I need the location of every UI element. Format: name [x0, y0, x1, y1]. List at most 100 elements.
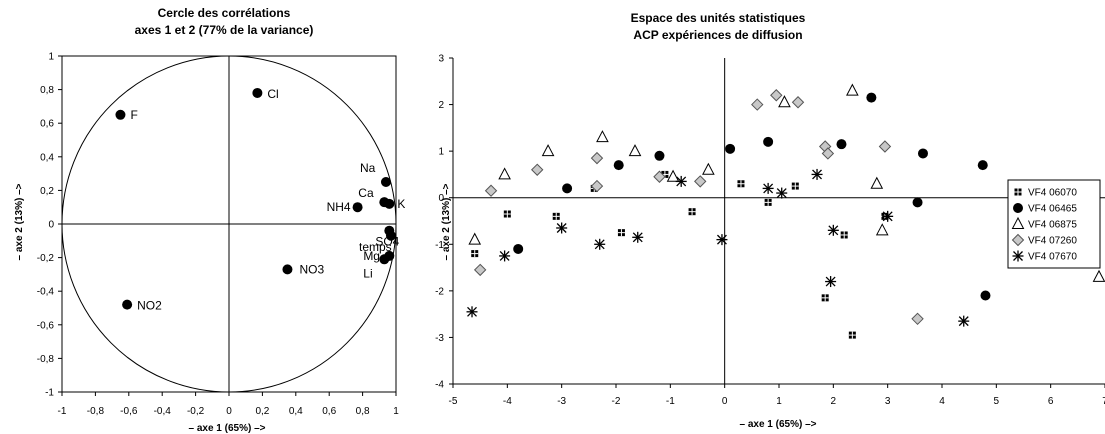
asterisk-a — [499, 250, 510, 261]
chart2-y-tick-label: -1 — [435, 240, 444, 251]
chart1-y-axis-label: – axe 2 (13%) –> — [14, 183, 25, 260]
data-point-asterisk — [958, 315, 970, 327]
chart1-y-tick-label: -0,6 — [37, 320, 55, 331]
variable-label-mg: Mg — [363, 249, 380, 263]
data-point-square-cross — [617, 229, 625, 237]
data-point-asterisk — [825, 276, 837, 288]
triangle-marker — [870, 176, 884, 189]
variable-label-ca: Ca — [358, 186, 374, 200]
square-marker — [840, 231, 848, 239]
triangle-marker — [846, 83, 859, 96]
variable-label-no2: NO2 — [137, 299, 162, 313]
data-point-square-cross — [590, 184, 598, 192]
diamond-marker — [821, 147, 835, 160]
data-point-triangle — [468, 232, 482, 245]
triangle-marker — [498, 167, 511, 180]
asterisk-b — [1013, 251, 1023, 261]
data-point-diamond — [821, 147, 835, 160]
data-point-triangle — [846, 83, 859, 96]
square-marker — [471, 250, 479, 258]
data-point-triangle — [498, 167, 511, 180]
chart2-y-tick-label: -3 — [435, 333, 444, 344]
diamond-marker — [484, 184, 498, 197]
circle-marker — [977, 160, 988, 171]
data-point-square-cross — [661, 170, 669, 178]
data-point-triangle — [778, 95, 791, 108]
chart2-title-line2: ACP expériences de diffusion — [633, 28, 802, 42]
asterisk-b — [632, 232, 643, 243]
chart2-y-tick-label: 1 — [438, 147, 444, 158]
chart2-y-tick-label: -2 — [435, 286, 444, 297]
asterisk-a — [882, 211, 893, 222]
circle-marker — [836, 139, 847, 150]
legend-marker-triangle — [1011, 216, 1025, 229]
chart2-y-tick-label: -4 — [435, 380, 444, 391]
legend-marker-square-cross — [1014, 188, 1022, 196]
variable-label-no3: NO3 — [299, 262, 324, 276]
circle-marker — [1013, 203, 1023, 213]
data-point-circle — [613, 160, 624, 171]
asterisk-a — [776, 188, 787, 199]
data-point-diamond — [770, 89, 783, 102]
chart1-title-line1: Cercle des corrélations — [158, 6, 291, 20]
diamond-marker — [531, 163, 544, 176]
data-point-square-cross — [552, 212, 560, 220]
data-point-square-cross — [688, 208, 696, 216]
data-point-diamond — [531, 163, 544, 176]
diamond-marker — [1011, 233, 1025, 247]
asterisk-a — [958, 316, 969, 327]
legend-label: VF4 07260 — [1028, 236, 1077, 247]
diamond-marker — [751, 98, 764, 111]
variable-label-f: F — [130, 108, 137, 122]
legend-marker-circle — [1013, 203, 1023, 213]
square-marker — [661, 170, 669, 178]
chart1-y-tick-label: 0,4 — [40, 152, 54, 163]
variable-label-na: Na — [360, 161, 376, 175]
chart2-y-axis-label: – axe 2 (13%) –> — [441, 183, 452, 260]
square-marker — [552, 212, 560, 220]
chart1-x-tick-label: 0,2 — [255, 406, 269, 417]
chart1-x-axis-label: – axe 1 (65%) –> — [189, 423, 266, 434]
variable-point-na — [380, 177, 391, 187]
asterisk-b — [556, 223, 567, 233]
asterisk-a — [632, 232, 643, 243]
variable-point-nh4 — [352, 202, 363, 213]
variable-point-no3 — [282, 264, 293, 275]
chart2-x-tick-label: 4 — [939, 396, 945, 407]
diamond-marker — [694, 175, 707, 188]
data-point-asterisk — [675, 175, 687, 187]
circle-marker — [917, 148, 928, 159]
chart1-title-line2: axes 1 et 2 (77% de la variance) — [135, 23, 314, 37]
data-point-asterisk — [632, 231, 644, 243]
asterisk-b — [958, 316, 969, 327]
asterisk-a — [467, 306, 477, 317]
data-point-triangle — [702, 162, 715, 175]
data-point-circle — [513, 243, 524, 254]
asterisk-b — [828, 225, 839, 236]
triangle-marker — [875, 223, 889, 236]
asterisk-a — [594, 239, 605, 250]
square-marker — [617, 229, 625, 237]
chart2-x-tick-label: -5 — [449, 396, 458, 407]
chart1-y-tick-label: -0,4 — [37, 287, 55, 298]
square-marker — [848, 331, 856, 339]
asterisk-a — [556, 223, 567, 233]
data-point-triangle — [541, 144, 555, 157]
square-marker — [590, 184, 598, 192]
square-marker — [503, 210, 511, 218]
triangle-marker — [666, 169, 680, 182]
asterisk-b — [716, 234, 727, 245]
circle-marker — [562, 183, 573, 194]
data-point-circle — [917, 148, 928, 159]
data-point-square-cross — [471, 250, 479, 258]
data-point-asterisk — [556, 222, 568, 234]
chart2-x-tick-label: -1 — [666, 396, 675, 407]
triangle-marker — [1092, 269, 1105, 282]
diamond-marker — [911, 312, 924, 326]
chart2-x-tick-label: 1 — [776, 396, 782, 407]
chart2-title-line1: Espace des unités statistiques — [631, 11, 806, 25]
chart1-x-tick-label: -1 — [58, 406, 67, 417]
asterisk-b — [676, 176, 687, 187]
chart1-y-tick-label: -1 — [45, 388, 54, 399]
chart1-x-tick-label: -0,4 — [154, 406, 172, 417]
